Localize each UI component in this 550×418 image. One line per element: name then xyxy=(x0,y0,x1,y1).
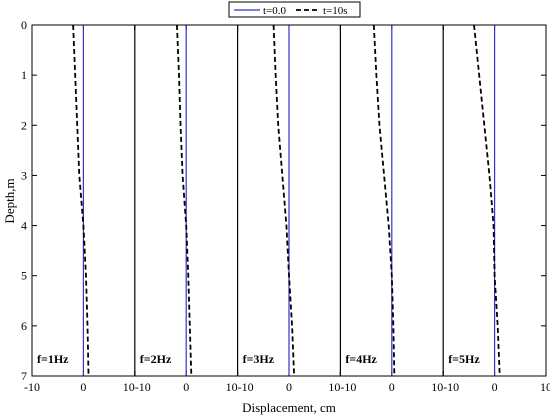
x-axis-title: Displacement, cm xyxy=(242,400,336,415)
y-tick-label: 2 xyxy=(21,118,27,132)
x-tick-label: -10 xyxy=(340,380,356,394)
legend: t=0.0 t=10s xyxy=(228,1,361,18)
y-tick-label: 7 xyxy=(21,369,27,383)
y-tick-label: 1 xyxy=(21,68,27,82)
series-t10-line xyxy=(272,24,296,377)
x-tick-label: 10 xyxy=(540,380,550,394)
legend-label-t10: t=10s xyxy=(323,5,348,17)
x-tick-label: -10 xyxy=(135,380,151,394)
series-t10-line xyxy=(176,24,193,377)
y-axis-title: Depth,m xyxy=(2,178,17,223)
x-tick-label: 0 xyxy=(80,380,86,394)
panel-label: f=1Hz xyxy=(37,352,69,366)
x-tick-label: 0 xyxy=(183,380,189,394)
panel-3: -10 0 10 f=3Hz xyxy=(237,24,341,394)
series-t10-line xyxy=(72,24,90,377)
panel-4: -10 0 10 f=4Hz xyxy=(339,24,444,394)
panel-label: f=4Hz xyxy=(345,352,377,366)
x-tick-label: 0 xyxy=(389,380,395,394)
panel-label: f=2Hz xyxy=(140,352,172,366)
x-tick-label: 10 xyxy=(328,380,340,394)
series-t10-line xyxy=(473,24,501,377)
legend-box xyxy=(228,1,361,18)
x-tick-label: -10 xyxy=(238,380,254,394)
panel-label: f=5Hz xyxy=(448,352,480,366)
x-tick-label: 10 xyxy=(123,380,135,394)
legend-label-t0: t=0.0 xyxy=(263,5,287,17)
x-tick-label: 0 xyxy=(492,380,498,394)
panel-1: -10 0 10 f=1Hz xyxy=(24,24,136,394)
x-tick-label: 10 xyxy=(226,380,238,394)
y-tick-label: 0 xyxy=(21,18,27,32)
panel-label: f=3Hz xyxy=(243,352,275,366)
panel-2: -10 0 10 f=2Hz xyxy=(134,24,239,394)
plot-frame xyxy=(31,24,547,377)
y-tick-label: 6 xyxy=(21,319,27,333)
y-tick-label: 3 xyxy=(21,168,27,182)
x-tick-label: -10 xyxy=(443,380,459,394)
y-tick-label: 4 xyxy=(21,219,27,233)
series-t10-line xyxy=(372,24,396,377)
y-tick-label: 5 xyxy=(21,269,27,283)
panel-5: -10 0 10 f=5Hz xyxy=(442,24,550,394)
x-tick-label: 0 xyxy=(286,380,292,394)
x-tick-label: 10 xyxy=(431,380,443,394)
x-tick-label: -10 xyxy=(24,380,40,394)
